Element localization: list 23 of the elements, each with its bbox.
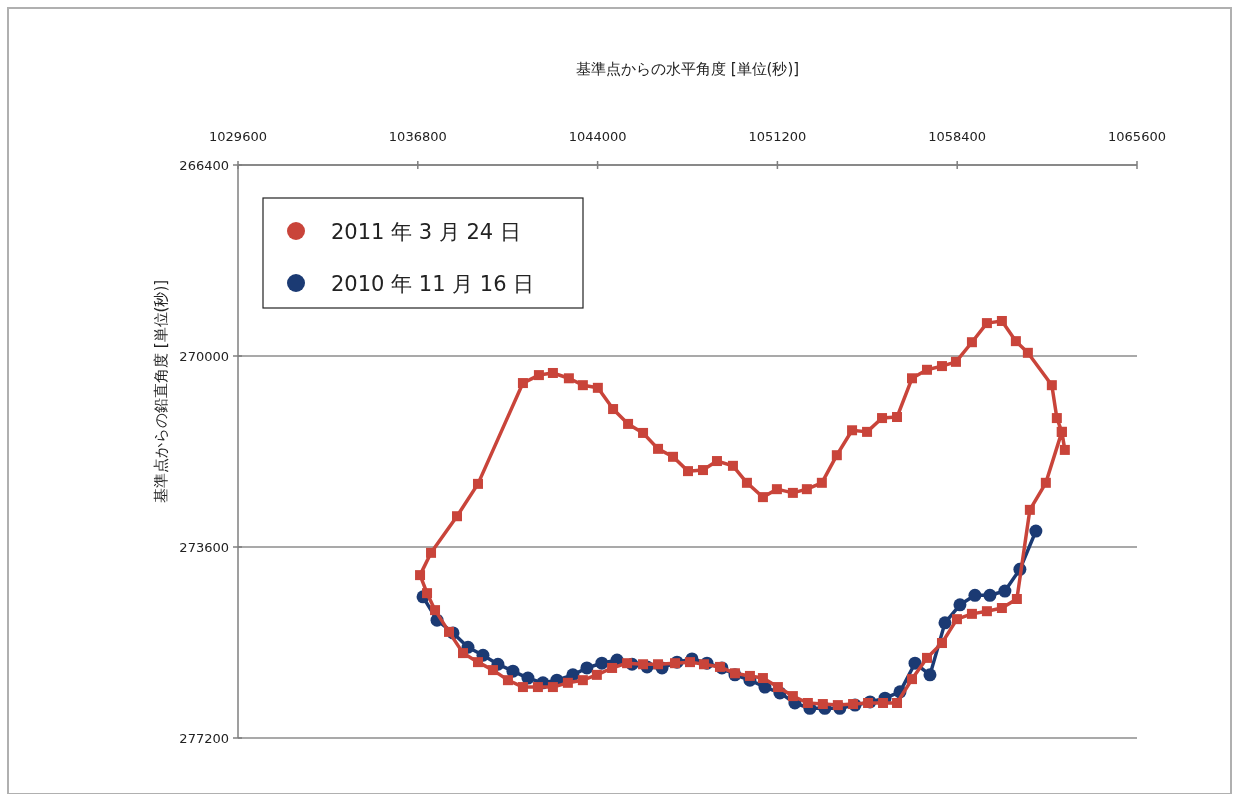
- point: [938, 616, 952, 630]
- point: [968, 588, 982, 602]
- x-axis-title: 基準点からの水平角度 [単位(秒)]: [575, 60, 800, 78]
- point: [983, 588, 997, 602]
- legend-label: 2010 年 11 月 16 日: [331, 272, 535, 296]
- y-tick-label: 273600: [179, 540, 229, 555]
- point: [595, 656, 609, 670]
- x-tick-label: 1036800: [388, 129, 447, 144]
- legend-label: 2011 年 3 月 24 日: [331, 220, 521, 244]
- point: [1029, 524, 1043, 538]
- point: [923, 668, 937, 682]
- y-tick-label: 277200: [179, 731, 229, 746]
- y-tick-label: 270000: [179, 349, 229, 364]
- x-tick-label: 1058400: [928, 129, 987, 144]
- point: [953, 598, 967, 612]
- x-tick-label: 1029600: [209, 129, 267, 144]
- y-axis-title: 基準点からの鉛直角度 [単位(秒)]: [152, 279, 170, 504]
- point: [998, 584, 1012, 598]
- x-tick-label: 1065600: [1108, 129, 1166, 144]
- x-tick-label: 1051200: [748, 129, 807, 144]
- x-tick-label: 1044000: [568, 129, 627, 144]
- point: [580, 661, 594, 675]
- y-tick-label: 266400: [179, 158, 229, 173]
